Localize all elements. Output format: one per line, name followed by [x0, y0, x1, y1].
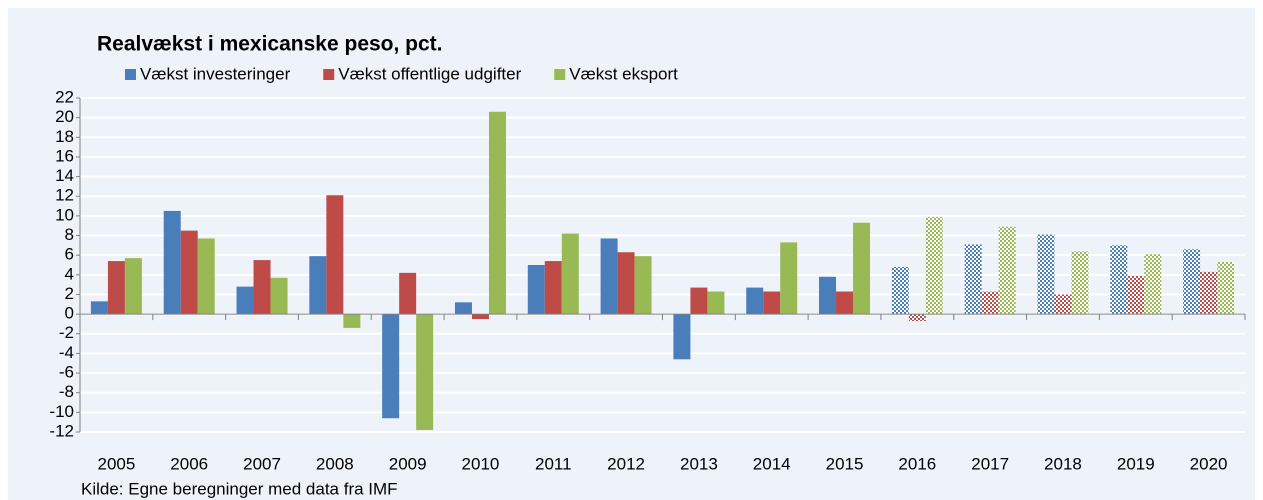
y-tick-label: -4 [59, 343, 74, 362]
x-tick-label: 2020 [1190, 454, 1228, 473]
bar [544, 261, 562, 315]
bar [163, 210, 181, 315]
chart-title: Realvækst i mexicanske peso, pct. [97, 33, 443, 56]
y-tick-label: -10 [49, 402, 74, 421]
x-tick-label: 2015 [826, 454, 864, 473]
y-tick-label: 10 [55, 205, 74, 224]
bar [891, 266, 909, 315]
y-tick-label: 2 [65, 284, 74, 303]
y-tick-label: 6 [65, 245, 74, 264]
bar [634, 256, 652, 315]
y-tick-label: 0 [65, 304, 74, 323]
x-tick-label: 2007 [243, 454, 281, 473]
bar [1071, 251, 1089, 315]
x-tick-label: 2017 [971, 454, 1009, 473]
x-tick-label: 2016 [898, 454, 936, 473]
bar [399, 272, 417, 315]
legend-swatch [323, 69, 335, 80]
legend-label: Vækst eksport [569, 64, 678, 83]
bar [617, 252, 635, 315]
bar [690, 287, 708, 315]
x-tick-label: 2019 [1117, 454, 1155, 473]
bar [124, 258, 142, 315]
bar [1144, 254, 1162, 315]
bar [1200, 271, 1218, 315]
source-note: Kilde: Egne beregninger med data fra IMF [81, 479, 398, 498]
x-tick-label: 2005 [97, 454, 135, 473]
bar [673, 314, 691, 360]
x-tick-label: 2013 [680, 454, 718, 473]
legend-swatch [554, 69, 566, 80]
legend-swatch [125, 69, 136, 80]
x-tick-label: 2011 [535, 454, 572, 473]
x-tick-label: 2008 [316, 454, 354, 473]
bar [236, 286, 254, 315]
y-tick-label: -12 [49, 421, 74, 440]
bar [180, 230, 198, 315]
bar [853, 222, 871, 315]
legend-label: Vækst investeringer [140, 64, 291, 83]
x-tick-label: 2006 [170, 454, 208, 473]
x-tick-label: 2010 [462, 454, 500, 473]
bar [707, 291, 725, 315]
bar [488, 111, 506, 315]
bar [780, 242, 798, 315]
legend-label: Vækst offentlige udgifter [338, 64, 521, 83]
y-tick-label: -8 [59, 382, 74, 401]
y-tick-label: 20 [55, 107, 74, 126]
bar [746, 287, 764, 315]
bar [964, 244, 982, 315]
bar [819, 276, 837, 315]
bar [561, 233, 579, 315]
y-tick-label: -2 [59, 323, 74, 342]
x-tick-label: 2012 [607, 454, 645, 473]
y-tick-label: 12 [55, 186, 74, 205]
y-tick-label: -6 [59, 363, 74, 382]
y-tick-label: 16 [55, 146, 74, 165]
bar [1127, 275, 1145, 315]
x-tick-label: 2014 [753, 454, 791, 473]
bar [981, 291, 999, 315]
bar [326, 195, 344, 315]
bar [197, 238, 215, 315]
y-tick-label: 22 [55, 87, 74, 106]
bar [270, 277, 288, 315]
bar [925, 216, 943, 315]
bar [343, 314, 361, 328]
bar [309, 256, 327, 315]
bar [1054, 294, 1072, 315]
bar [1110, 245, 1128, 315]
bar [1037, 234, 1055, 315]
y-tick-label: 4 [65, 264, 74, 283]
bar [382, 314, 400, 419]
bar [1183, 249, 1201, 315]
bar [90, 301, 108, 315]
bar [471, 314, 489, 320]
x-tick-label: 2018 [1044, 454, 1082, 473]
bar [908, 314, 926, 321]
y-tick-label: 18 [55, 127, 74, 146]
bar [836, 291, 854, 315]
x-tick-label: 2009 [389, 454, 427, 473]
bar [1217, 262, 1235, 315]
bar [763, 291, 781, 315]
y-tick-label: 8 [65, 225, 74, 244]
bar [107, 261, 125, 315]
bar [600, 238, 618, 315]
bar [416, 314, 434, 431]
bar [454, 302, 472, 315]
bar [527, 265, 545, 315]
y-tick-label: 14 [55, 166, 74, 185]
bar [998, 226, 1016, 315]
bar [253, 260, 271, 315]
